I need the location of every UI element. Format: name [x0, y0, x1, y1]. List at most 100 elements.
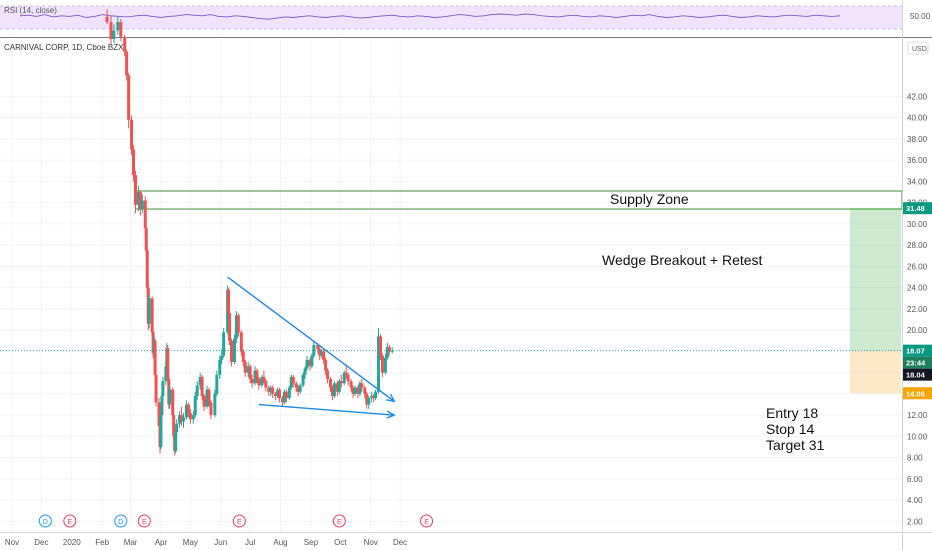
candle	[269, 385, 273, 397]
candle	[339, 374, 343, 388]
candle-body	[337, 381, 341, 392]
time-tick-label: Jul	[245, 538, 255, 547]
candle	[236, 313, 240, 337]
candle	[175, 419, 179, 437]
candle	[335, 381, 339, 397]
candle-body	[303, 368, 307, 375]
candle-body	[250, 379, 254, 384]
candle-body	[125, 51, 129, 76]
event-marker[interactable]: E	[420, 514, 434, 528]
candle-body	[213, 393, 217, 416]
candle-body	[164, 366, 168, 382]
candle	[363, 385, 367, 399]
candle	[257, 376, 261, 390]
rsi-line	[19, 13, 841, 20]
candle-body	[374, 391, 378, 399]
candle-body	[335, 383, 339, 392]
candle	[280, 396, 284, 407]
candle	[232, 334, 236, 365]
wedge-annotation: Wedge Breakout + Retest	[602, 252, 763, 268]
candle	[215, 370, 219, 397]
candle	[312, 340, 316, 358]
price-tick-label: 24.00	[907, 284, 928, 293]
candle-body	[353, 387, 357, 394]
price-tick-label: 10.00	[907, 432, 928, 441]
candle-body	[159, 415, 163, 448]
candle-body	[140, 200, 144, 210]
candle	[178, 410, 182, 428]
symbol-label: CARNIVAL CORP, 1D, Cboe BZX	[4, 43, 124, 52]
candle	[195, 381, 199, 401]
candle	[349, 379, 353, 392]
event-marker-circle	[137, 514, 151, 528]
candle-body	[157, 402, 161, 426]
candle	[365, 391, 369, 409]
price-tag-label: 18.04	[906, 371, 926, 380]
event-marker[interactable]: E	[232, 514, 246, 528]
candle	[228, 311, 232, 346]
event-marker[interactable]: E	[63, 514, 77, 528]
candle-body	[255, 370, 259, 380]
stop-annotation: Stop 14	[766, 421, 814, 437]
candle	[191, 410, 195, 424]
currency-badge[interactable]: USD	[907, 41, 929, 55]
time-axis[interactable]: Nov Dec 2020 Feb Mar Apr May Jun Jul Aug Sep Oct Nov…	[5, 538, 407, 547]
candle-body	[280, 398, 284, 403]
candle-body	[138, 192, 142, 210]
candle-body	[367, 398, 371, 405]
candle-body	[218, 359, 222, 375]
candle-body	[358, 383, 362, 394]
stop-zone	[850, 350, 901, 394]
price-axis[interactable]: 2.004.006.008.0010.0012.0014.0016.0018.0…	[907, 92, 928, 526]
candle	[105, 9, 109, 25]
candle	[171, 387, 175, 420]
candle-body	[239, 332, 243, 352]
event-marker[interactable]: D	[38, 514, 52, 528]
candle-body	[136, 192, 140, 205]
event-marker[interactable]: E	[137, 514, 151, 528]
candle	[330, 385, 334, 401]
event-marker-letter: E	[337, 519, 342, 526]
candle-body	[378, 336, 382, 356]
candle-body	[202, 396, 206, 407]
candle-body	[198, 376, 202, 386]
candle-body	[228, 313, 232, 341]
candle	[324, 357, 328, 375]
candle	[234, 311, 238, 343]
candle	[248, 364, 252, 384]
event-marker-circle	[332, 514, 346, 528]
price-tick-label: 20.00	[907, 326, 928, 335]
candle-body	[171, 389, 175, 416]
event-marker[interactable]: E	[332, 514, 346, 528]
candle	[337, 379, 341, 394]
candle	[239, 330, 243, 356]
grid	[0, 38, 902, 532]
candle	[222, 328, 226, 358]
candle	[374, 389, 378, 401]
candle-body	[257, 379, 261, 386]
candle	[209, 400, 213, 420]
event-marker[interactable]: D	[114, 514, 128, 528]
candle-body	[150, 298, 154, 333]
candle	[342, 370, 346, 386]
candle-body	[112, 30, 116, 40]
candle-body	[260, 376, 264, 386]
price-tag-label: 31.48	[906, 204, 925, 213]
price-tag-bg	[903, 387, 932, 400]
candle-body	[349, 381, 353, 388]
candle	[136, 185, 140, 212]
candle	[230, 338, 234, 367]
candle-body	[195, 385, 199, 397]
candle-body	[365, 393, 369, 405]
candle	[291, 374, 295, 388]
price-tag-label: 14.06	[906, 389, 925, 398]
candle-body	[274, 393, 278, 397]
candle-body	[160, 396, 164, 416]
candle-body	[243, 362, 247, 373]
candle	[298, 383, 302, 394]
candle	[202, 393, 206, 411]
candle-body	[305, 359, 309, 369]
candle-body	[287, 387, 291, 399]
candle	[198, 372, 202, 390]
